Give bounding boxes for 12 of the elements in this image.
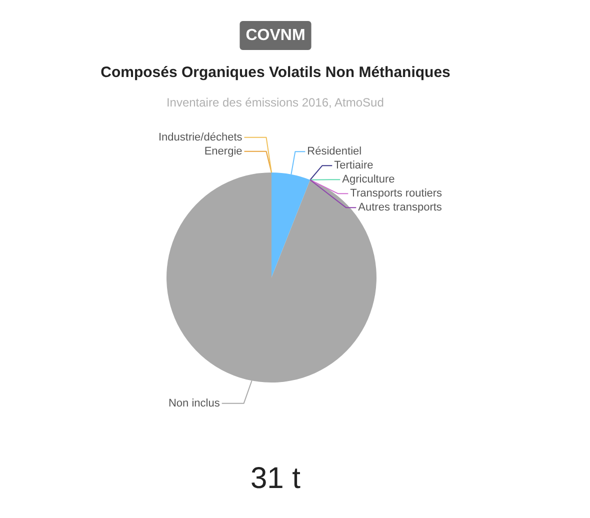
text: Inventaire des émissions 2016, AtmoSud <box>166 96 384 110</box>
slice-label: Résidentiel <box>307 146 362 158</box>
chart-title: COVNM <box>246 27 306 44</box>
text: 31 t <box>250 462 302 495</box>
legend-label: Transports routiers <box>350 188 443 200</box>
legend-label: Tertiaire <box>334 160 374 172</box>
slice-label: Non inclus <box>168 397 220 410</box>
legend-label: Agriculture <box>342 174 395 186</box>
category-label: Energie <box>204 145 242 158</box>
category-label: Industrie/déchets <box>158 131 242 144</box>
chart-subtitle: Composés Organiques Volatils Non Méthaniques <box>100 64 450 81</box>
category-label: Autres transports <box>358 202 442 214</box>
